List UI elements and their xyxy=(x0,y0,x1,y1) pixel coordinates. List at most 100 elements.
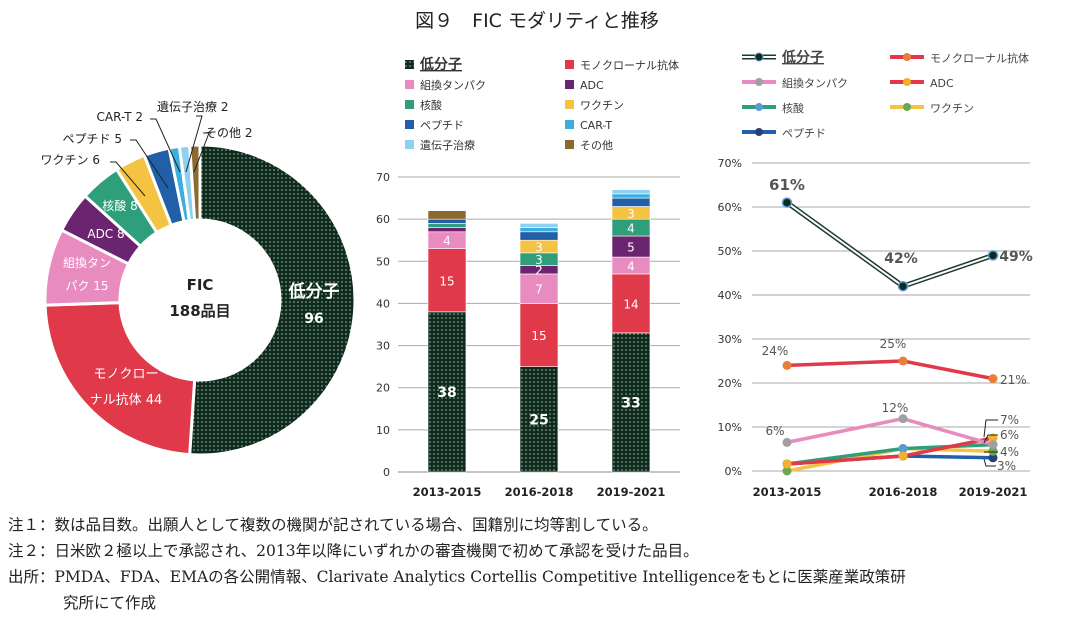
x-tick-label: 2013-2015 xyxy=(753,485,822,499)
x-tick-label: 2013-2015 xyxy=(413,485,482,499)
series-line xyxy=(786,416,994,447)
donut-slice-label: 核酸 8 xyxy=(102,198,137,213)
line-data-label: 61% xyxy=(769,176,805,194)
legend-label: その他 xyxy=(580,139,613,152)
bar-data-label: 3 xyxy=(535,241,543,255)
y-tick-label: 40% xyxy=(718,289,742,302)
bar-data-label: 4 xyxy=(443,234,451,248)
bar-segment xyxy=(519,223,559,228)
legend-label: ペプチド xyxy=(420,119,464,132)
bar-segment xyxy=(427,218,467,224)
source: 出所：PMDA、FDA、EMAの各公開情報、Clarivate Analytic… xyxy=(8,568,906,586)
legend-swatch xyxy=(565,60,574,69)
donut-center-label: FIC xyxy=(187,276,214,294)
y-tick-label: 10 xyxy=(376,424,390,437)
series-marker xyxy=(987,250,999,261)
series-line xyxy=(786,359,994,381)
figure: 図９ FIC モダリティと推移 FIC 188品目 低分子 96 モノクローナル抗体 4… xyxy=(41,10,1033,499)
legend-label: 遺伝子治療 xyxy=(420,138,475,152)
legend-label: モノクローナル抗体 xyxy=(580,58,679,72)
bar-data-label: 4 xyxy=(627,260,635,274)
figure-title: 図９ FIC モダリティと推移 xyxy=(415,10,659,32)
bar-segment xyxy=(611,193,651,199)
leader-line xyxy=(110,161,146,197)
bar-segment xyxy=(611,189,651,195)
donut-slice-label: 遺伝子治療 2 xyxy=(157,99,228,114)
bar-data-label: 14 xyxy=(623,297,638,311)
bar-data-label: 33 xyxy=(621,395,640,411)
series-line xyxy=(785,200,994,289)
donut-slice-label: ワクチン 6 xyxy=(41,153,100,167)
legend-swatch xyxy=(565,140,574,149)
series-marker xyxy=(782,466,792,476)
line-chart: 0% 10% 20% 30% 40% 50% 60% 70% 2013-2015 2016-201… xyxy=(718,49,1033,499)
y-tick-label: 20% xyxy=(718,377,742,390)
series-marker xyxy=(898,414,908,424)
bar-data-label: 15 xyxy=(531,329,546,343)
series-marker xyxy=(782,459,792,469)
legend-swatch xyxy=(405,120,414,129)
series-marker xyxy=(898,356,908,366)
x-tick-label: 2016-2018 xyxy=(869,485,938,499)
line-data-label: 3% xyxy=(997,459,1016,473)
bar-segment xyxy=(611,332,651,473)
stacked-bar-chart: 010203040506070381542013-201525157233201… xyxy=(376,56,680,499)
legend-marker xyxy=(755,103,763,111)
legend-marker xyxy=(755,128,763,136)
series-marker xyxy=(988,440,998,450)
series-marker xyxy=(988,374,998,384)
line-data-label: 49% xyxy=(999,249,1033,265)
legend-label: 組換タンパク xyxy=(782,77,848,90)
legend-label: ペプチド xyxy=(782,127,826,140)
bar-data-label: 3 xyxy=(535,253,543,267)
series-marker xyxy=(898,444,908,454)
x-tick-label: 2016-2018 xyxy=(505,485,574,499)
bar-segment xyxy=(611,273,651,334)
series-marker xyxy=(988,453,998,463)
donut-slice-label: ペプチド 5 xyxy=(63,132,122,146)
line-data-label: 6% xyxy=(765,424,784,438)
y-tick-label: 50% xyxy=(718,245,742,258)
legend-label: 核酸 xyxy=(420,98,442,112)
series-marker xyxy=(781,197,793,208)
line-data-label: 4% xyxy=(1000,445,1019,459)
y-tick-label: 30 xyxy=(376,340,390,353)
bar-segment xyxy=(519,303,559,367)
bar-segment xyxy=(427,248,467,313)
donut-slice-0 xyxy=(188,143,357,457)
bar-segment xyxy=(519,227,559,233)
legend-swatch xyxy=(565,120,574,129)
series-marker xyxy=(988,433,998,443)
footnotes: 注１：数は品目数。出願人として複数の機関が記されている場合、国籍別に均等割してい… xyxy=(8,512,906,616)
legend-label: ADC xyxy=(580,79,604,92)
donut-slice-1 xyxy=(43,301,197,457)
legend-marker xyxy=(903,53,911,61)
legend-label: 低分子 xyxy=(419,56,462,73)
bar-segment xyxy=(519,366,559,473)
y-tick-label: 30% xyxy=(718,333,742,346)
donut-slice-label: 組換タン xyxy=(63,256,111,270)
series-marker xyxy=(897,280,909,292)
bar-data-label: 15 xyxy=(439,274,454,288)
leader-line xyxy=(983,419,998,438)
leader-line xyxy=(130,139,169,189)
donut-slice-label: パク 15 xyxy=(65,279,108,293)
leader-line xyxy=(193,132,210,173)
bar-data-label: 4 xyxy=(627,222,635,236)
bar-segment xyxy=(519,273,559,304)
leader-line xyxy=(983,434,998,444)
series-line-inner xyxy=(786,201,994,288)
legend-marker xyxy=(754,52,764,62)
donut-slice-label: CAR-T 2 xyxy=(97,110,143,124)
legend-label: ワクチン xyxy=(930,102,974,115)
y-tick-label: 40 xyxy=(376,297,390,310)
x-tick-label: 2019-2021 xyxy=(597,485,666,499)
legend-swatch xyxy=(565,100,574,109)
legend-label: 低分子 xyxy=(781,49,824,66)
bar-data-label: 7 xyxy=(535,283,543,297)
legend-marker xyxy=(755,78,763,86)
line-data-label: 42% xyxy=(884,251,918,267)
legend-label: モノクローナル抗体 xyxy=(930,51,1029,65)
bar-segment xyxy=(611,197,651,207)
bar-data-label: 5 xyxy=(627,241,635,255)
